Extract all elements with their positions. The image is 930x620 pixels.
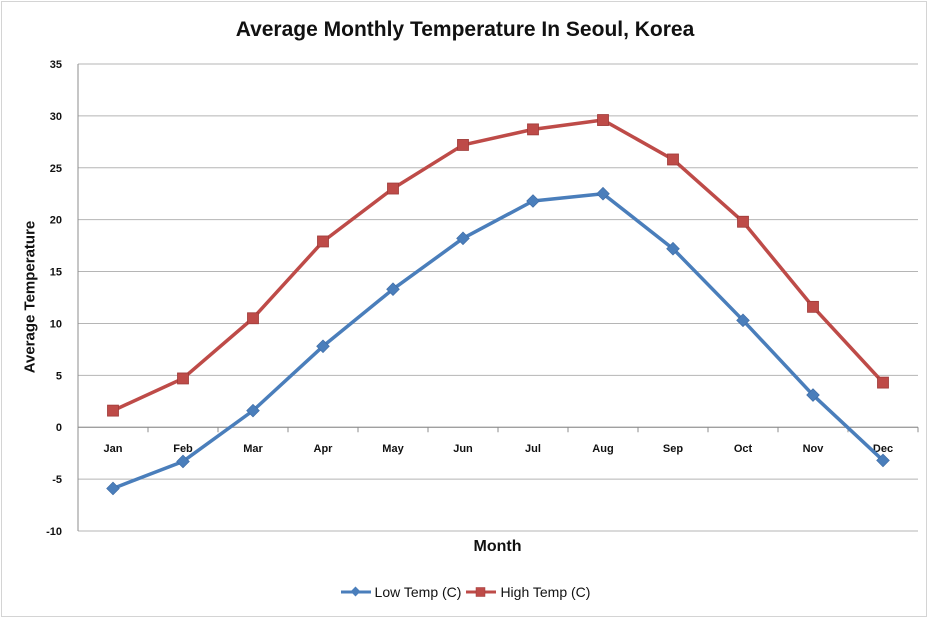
data-point-high (667, 153, 679, 166)
y-tick-label: 30 (50, 111, 62, 123)
data-point-high (247, 312, 259, 325)
data-point-high (177, 372, 189, 385)
data-point-low (596, 186, 610, 201)
x-tick-label: Sep (663, 443, 683, 455)
data-point-low (876, 453, 890, 468)
x-tick-label: Nov (803, 443, 825, 455)
data-point-high (317, 235, 329, 248)
x-tick-label: Oct (734, 443, 753, 455)
y-tick-label: -10 (46, 526, 62, 538)
data-point-high (807, 300, 819, 313)
data-point-high (387, 182, 399, 195)
series-group (106, 114, 890, 496)
series-line-0 (112, 191, 885, 491)
data-point-low (386, 282, 400, 296)
legend-item-low: Low Temp (C) (340, 584, 462, 600)
chart-title: Average Monthly Temperature In Seoul, Ko… (235, 18, 695, 41)
x-tick-label: Jan (104, 443, 123, 455)
x-axis: Jan Feb Mar Apr May Jun Jul Aug Sep Oct Nov Dec (77, 426, 919, 455)
data-point-low (176, 454, 190, 469)
y-tick-labels: -10 -5 0 5 10 15 20 25 30 35 (46, 59, 62, 538)
data-point-low (806, 388, 820, 402)
y-tick-label: 0 (56, 422, 62, 434)
y-tick-label: 20 (50, 215, 62, 227)
data-point-low (106, 481, 120, 496)
data-point-high (597, 114, 609, 126)
x-tick-label: Jul (525, 443, 541, 455)
data-point-high (457, 139, 469, 151)
data-point-low (526, 194, 540, 208)
data-point-low (246, 403, 260, 418)
x-tick-label: May (382, 443, 404, 455)
y-tick-label: 10 (50, 318, 62, 330)
x-tick-label: Mar (243, 443, 263, 455)
legend-low-swatch (340, 586, 371, 597)
legend: Low Temp (C) High Temp (C) (0, 584, 930, 600)
data-point-low (736, 313, 750, 328)
x-tick-label: Apr (314, 443, 334, 455)
data-point-low (456, 231, 470, 246)
data-point-high (737, 215, 749, 228)
x-tick-label: Dec (873, 443, 893, 455)
x-tick-label: Jun (453, 443, 473, 455)
y-tick-label: -5 (52, 474, 62, 486)
data-point-high (527, 123, 539, 136)
legend-high-label: High Temp (C) (500, 584, 591, 600)
x-axis-label: Month (473, 538, 522, 555)
series-line-1 (112, 118, 885, 413)
legend-item-high: High Temp (C) (465, 584, 590, 600)
data-point-high (877, 376, 889, 389)
y-tick-label: 5 (56, 370, 62, 382)
y-tick-label: 15 (50, 267, 62, 279)
legend-low-label: Low Temp (C) (374, 584, 462, 600)
y-tick-label: 25 (50, 163, 62, 175)
legend-high-swatch (466, 587, 497, 597)
x-tick-label: Aug (592, 443, 613, 455)
data-point-low (666, 241, 680, 256)
x-tick-label: Feb (173, 443, 193, 455)
data-point-high (107, 404, 119, 417)
gridlines (77, 63, 918, 532)
data-point-low (316, 339, 330, 354)
y-tick-label: 35 (50, 59, 62, 71)
